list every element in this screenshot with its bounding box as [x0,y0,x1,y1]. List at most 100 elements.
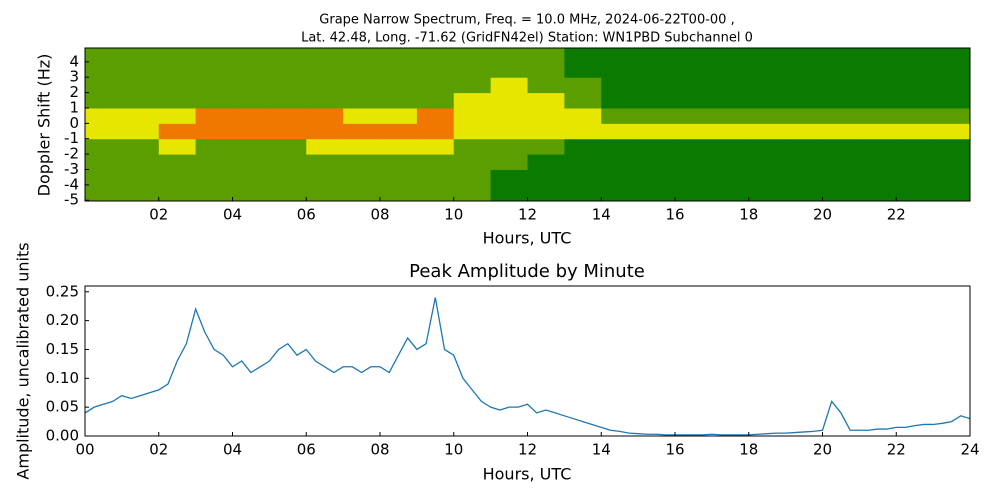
heatmap-cell [269,154,307,170]
heatmap-cell [711,61,750,78]
heatmap-cell [232,123,270,140]
heatmap-cell [638,48,676,63]
heatmap-cell [933,138,970,155]
x-tick-label: 06 [297,206,316,224]
heatmap-cell [748,107,787,124]
data-line [85,297,970,436]
heatmap-cell [232,107,270,124]
heatmap-cell [195,123,233,140]
heatmap-cell [195,48,233,63]
heatmap-cell [490,184,528,201]
heatmap-cell [822,48,860,63]
heatmap-cell [306,77,344,94]
heatmap-cell [416,154,455,170]
x-tick-label: 02 [149,441,168,459]
heatmap-cell [232,184,270,201]
heatmap-cell [195,169,233,186]
heatmap-cell [453,107,492,124]
x-tick-label: 06 [297,441,316,459]
heatmap-cell [601,123,639,140]
heatmap-cell [343,123,381,140]
heatmap-cell [416,123,455,140]
chart-subtitle: Lat. 42.48, Long. -71.62 (GridFN42el) St… [301,31,753,46]
y-tick-label: -5 [64,191,79,209]
heatmap-cell [527,184,565,201]
x-axis-label: Hours, UTC [483,465,572,484]
heatmap-cell [232,92,270,109]
heatmap-cell [195,154,233,170]
x-tick-label: 16 [665,206,684,224]
heatmap-cell [121,138,160,155]
heatmap-cell [158,154,197,170]
heatmap-cell [85,92,123,109]
heatmap-cell [453,184,492,201]
heatmap-cell [748,184,787,201]
heatmap-cell [711,123,750,140]
chart-title: Peak Amplitude by Minute [409,261,645,282]
heatmap-cell [343,77,381,94]
heatmap-cell [380,48,418,63]
heatmap-cell [896,123,934,140]
heatmap-cell [121,92,160,109]
heatmap-cell [195,77,233,94]
heatmap-cell [859,169,897,186]
x-tick-label: 04 [223,441,242,459]
heatmap-cell [675,92,713,109]
heatmap-cell [822,92,860,109]
heatmap-cell [933,107,970,124]
y-tick-label: 2 [69,83,79,101]
y-tick-label: 0.10 [46,369,79,387]
heatmap-cell [748,48,787,63]
heatmap-cell [564,123,602,140]
heatmap-cell [343,138,381,155]
y-tick-label: 0.00 [46,427,79,445]
heatmap-cell [306,154,344,170]
heatmap-cell [416,92,455,109]
heatmap-cell [527,77,565,94]
heatmap-cell [896,61,934,78]
heatmap-cell [85,61,123,78]
heatmap-cell [380,138,418,155]
heatmap-cell [527,138,565,155]
heatmap-cell [490,92,528,109]
heatmap-cell [232,169,270,186]
heatmap-cell [121,77,160,94]
heatmap-cell [896,138,934,155]
heatmap-cell [527,107,565,124]
heatmap-cell [269,169,307,186]
heatmap-cell [453,169,492,186]
heatmap-cell [380,61,418,78]
heatmap-cell [158,123,197,140]
heatmap-cell [195,92,233,109]
x-tick-label: 16 [665,441,684,459]
heatmap-cell [601,77,639,94]
heatmap-cell [269,138,307,155]
heatmap-cell [859,48,897,63]
heatmap-cell [785,61,823,78]
heatmap-cell [638,123,676,140]
heatmap-cell [269,61,307,78]
heatmap-cell [490,61,528,78]
heatmap-cell [269,184,307,201]
heatmap-cell [859,123,897,140]
heatmap-cell [785,77,823,94]
y-axis-label: Amplitude, uncalibrated units [14,242,33,479]
heatmap-cell [380,123,418,140]
heatmap-cell [822,77,860,94]
heatmap-cell [896,169,934,186]
heatmap-cell [675,138,713,155]
heatmap-cell [453,123,492,140]
heatmap-cell [158,138,197,155]
heatmap-cell [859,184,897,201]
heatmap-cell [822,154,860,170]
x-tick-label: 12 [518,206,537,224]
y-tick-label: -2 [64,145,79,163]
heatmap-cell [785,92,823,109]
heatmap-cell [711,169,750,186]
x-axis-label: Hours, UTC [483,229,572,248]
heatmap-cell [416,48,455,63]
heatmap-cell [195,61,233,78]
heatmap-cell [896,154,934,170]
heatmap-cell [896,107,934,124]
heatmap-cell [416,107,455,124]
